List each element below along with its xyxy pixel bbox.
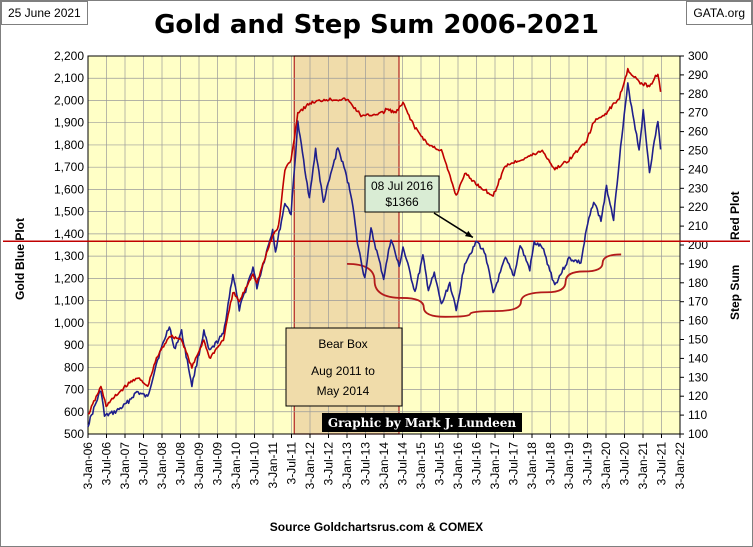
- peak-note-arrow: [433, 212, 474, 239]
- x-tick-label: 3-Jan-17: [488, 442, 502, 490]
- right-tick-label: 130: [688, 370, 708, 384]
- left-tick-label: 1,600: [54, 182, 84, 196]
- peak-note-price: $1366: [385, 195, 419, 209]
- left-tick-label: 1,500: [54, 205, 84, 219]
- left-tick-label: 500: [64, 427, 84, 441]
- bear-box-label: Aug 2011 to: [311, 364, 375, 378]
- left-tick-label: 2,200: [54, 49, 84, 63]
- left-tick-label: 800: [64, 360, 84, 374]
- x-tick-label: 3-Jul-11: [285, 442, 299, 485]
- right-tick-label: 280: [688, 87, 708, 101]
- left-tick-label: 2,100: [54, 71, 84, 85]
- right-tick-label: 260: [688, 125, 708, 139]
- x-tick-label: 3-Jan-12: [303, 442, 317, 490]
- x-tick-label: 3-Jan-07: [118, 442, 132, 490]
- x-tick-label: 3-Jul-10: [248, 442, 262, 486]
- x-tick-label: 3-Jan-21: [636, 442, 650, 490]
- left-tick-label: 1,400: [54, 227, 84, 241]
- right-tick-label: 290: [688, 68, 708, 82]
- source-footer: Source Goldchartsrus.com & COMEX: [269, 520, 484, 534]
- left-tick-label: 1,100: [54, 294, 84, 308]
- x-tick-label: 3-Jul-19: [581, 442, 595, 486]
- plot-border: [87, 55, 681, 435]
- bear-box-label: May 2014: [317, 384, 370, 398]
- left-tick-label: 900: [64, 338, 84, 352]
- right-tick-label: 240: [688, 162, 708, 176]
- x-tick-label: 3-Jul-09: [211, 442, 225, 486]
- right-axis-title-step: Step Sum: [728, 265, 742, 320]
- right-tick-label: 250: [688, 144, 708, 158]
- x-tick-label: 3-Jul-12: [322, 442, 336, 486]
- x-tick-label: 3-Jan-16: [451, 442, 465, 490]
- left-tick-label: 1,800: [54, 138, 84, 152]
- x-tick-label: 3-Jul-17: [507, 442, 521, 486]
- credit-banner: [322, 413, 522, 432]
- left-axis-title-gold: Gold: [13, 273, 27, 300]
- x-tick-label: 3-Jul-13: [359, 442, 373, 486]
- right-tick-label: 160: [688, 314, 708, 328]
- right-tick-label: 220: [688, 200, 708, 214]
- x-tick-label: 3-Jan-18: [525, 442, 539, 490]
- x-tick-label: 3-Jan-09: [192, 442, 206, 490]
- right-tick-label: 120: [688, 389, 708, 403]
- x-tick-label: 3-Jan-20: [599, 442, 613, 490]
- right-tick-label: 110: [688, 408, 707, 422]
- left-tick-label: 1,000: [54, 316, 84, 330]
- site-label: GATA.org: [686, 1, 752, 25]
- x-tick-label: 3-Jul-15: [433, 442, 447, 486]
- chart-title: Gold and Step Sum 2006-2021: [154, 10, 599, 40]
- left-tick-label: 700: [64, 383, 84, 397]
- trend-curve: [347, 253, 622, 318]
- x-tick-label: 3-Jan-22: [673, 442, 687, 490]
- x-tick-label: 3-Jan-10: [229, 442, 243, 490]
- left-tick-label: 1,200: [54, 271, 84, 285]
- left-tick-label: 2,000: [54, 93, 84, 107]
- peak-note-arrowhead: [464, 230, 473, 238]
- right-tick-label: 230: [688, 181, 708, 195]
- right-tick-label: 140: [688, 351, 708, 365]
- right-tick-label: 190: [688, 257, 708, 271]
- right-tick-label: 300: [688, 49, 708, 63]
- peak-note-box: [364, 175, 440, 213]
- right-tick-label: 180: [688, 276, 708, 290]
- right-tick-label: 210: [688, 219, 708, 233]
- left-axis-title-plot: Blue Plot: [13, 218, 27, 270]
- left-tick-label: 600: [64, 405, 84, 419]
- x-tick-label: 3-Jan-13: [340, 442, 354, 490]
- x-tick-label: 3-Jul-14: [396, 442, 410, 486]
- x-tick-label: 3-Jan-08: [155, 442, 169, 490]
- x-tick-label: 3-Jul-06: [100, 442, 114, 486]
- peak-note-date: 08 Jul 2016: [371, 179, 433, 193]
- right-axis-title-plot: Red Plot: [728, 191, 742, 240]
- x-tick-label: 3-Jul-18: [544, 442, 558, 486]
- date-label: 25 June 2021: [1, 1, 88, 25]
- x-tick-label: 3-Jan-11: [266, 442, 280, 489]
- x-tick-label: 3-Jul-07: [137, 442, 151, 486]
- left-tick-label: 1,700: [54, 160, 84, 174]
- x-tick-label: 3-Jul-21: [655, 442, 669, 486]
- series-line-step-sum: [87, 67, 662, 415]
- right-tick-label: 200: [688, 238, 708, 252]
- right-tick-label: 170: [688, 295, 708, 309]
- left-tick-label: 1,300: [54, 249, 84, 263]
- x-tick-label: 3-Jul-08: [174, 442, 188, 486]
- x-tick-label: 3-Jan-14: [377, 442, 391, 490]
- x-tick-label: 3-Jul-16: [470, 442, 484, 486]
- right-tick-label: 100: [688, 427, 708, 441]
- x-tick-label: 3-Jul-20: [618, 442, 632, 486]
- bear-box-label-box: [285, 327, 403, 407]
- right-tick-label: 270: [688, 106, 708, 120]
- left-tick-label: 1,900: [54, 116, 84, 130]
- bear-box-label: Bear Box: [318, 337, 367, 351]
- credit-text: Graphic by Mark J. Lundeen: [328, 416, 517, 430]
- x-tick-label: 3-Jan-19: [562, 442, 576, 490]
- x-tick-label: 3-Jan-06: [81, 442, 95, 490]
- right-tick-label: 150: [688, 333, 708, 347]
- x-tick-label: 3-Jan-15: [414, 442, 428, 490]
